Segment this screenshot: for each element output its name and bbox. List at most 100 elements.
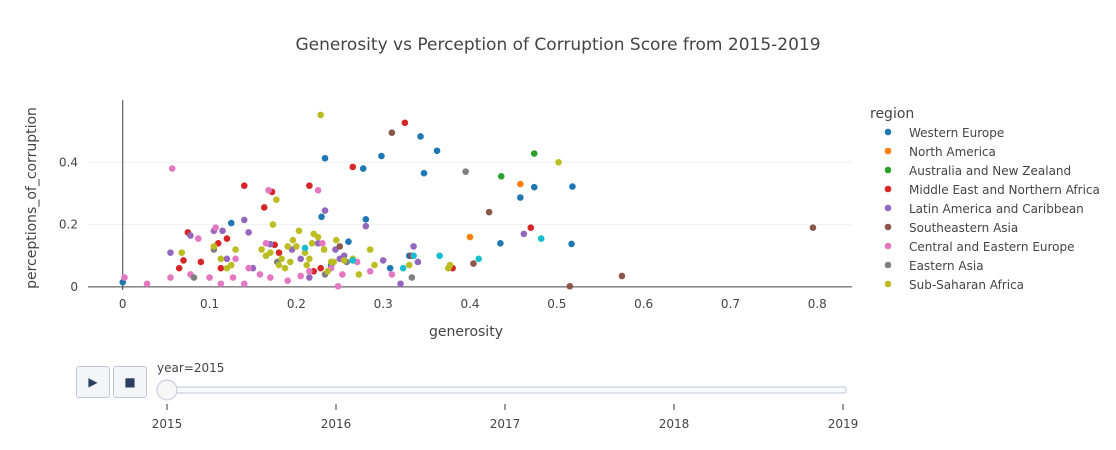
data-point[interactable] [240, 280, 248, 288]
data-point[interactable] [217, 280, 225, 288]
data-point[interactable] [284, 243, 291, 250]
data-point[interactable] [618, 272, 626, 280]
data-point[interactable] [143, 280, 151, 288]
data-point[interactable] [379, 257, 387, 264]
data-point[interactable] [319, 239, 326, 247]
data-point[interactable] [187, 232, 194, 239]
legend-item-label[interactable]: Western Europe [909, 126, 1004, 140]
data-point[interactable] [410, 252, 417, 260]
data-point[interactable] [401, 119, 409, 127]
slider-handle[interactable] [156, 379, 178, 401]
data-point[interactable] [388, 129, 396, 137]
data-point[interactable] [397, 280, 404, 288]
data-point[interactable] [269, 221, 277, 228]
data-point[interactable] [527, 224, 535, 232]
data-point[interactable] [121, 274, 128, 281]
data-point[interactable] [340, 252, 348, 260]
data-point[interactable] [388, 271, 396, 278]
data-point[interactable] [317, 264, 324, 272]
legend-item-label[interactable]: Eastern Asia [909, 259, 984, 273]
data-point[interactable] [289, 236, 297, 244]
data-point[interactable] [278, 255, 285, 263]
data-point[interactable] [566, 282, 574, 290]
data-point[interactable] [267, 274, 274, 281]
data-point[interactable] [362, 215, 370, 223]
data-point[interactable] [517, 194, 524, 201]
data-point[interactable] [318, 213, 325, 221]
data-point[interactable] [317, 111, 324, 119]
data-point[interactable] [180, 257, 187, 264]
data-point[interactable] [366, 268, 374, 275]
data-point[interactable] [470, 260, 477, 267]
data-point[interactable] [301, 244, 309, 252]
data-point[interactable] [240, 182, 248, 189]
data-point[interactable] [297, 255, 305, 263]
data-point[interactable] [306, 255, 313, 263]
data-point[interactable] [497, 239, 504, 247]
data-point[interactable] [345, 238, 352, 246]
data-point[interactable] [275, 249, 283, 256]
data-point[interactable] [359, 165, 367, 172]
legend-item-label[interactable]: Middle East and Northern Africa [909, 183, 1100, 197]
legend-item-label[interactable]: Australia and New Zealand [909, 164, 1071, 178]
data-point[interactable] [275, 261, 283, 269]
data-point[interactable] [355, 271, 363, 278]
stop-button[interactable]: ■ [113, 366, 147, 398]
data-point[interactable] [408, 274, 416, 281]
data-point[interactable] [265, 187, 272, 194]
data-point[interactable] [436, 252, 443, 260]
data-point[interactable] [306, 182, 313, 189]
data-point[interactable] [349, 257, 357, 264]
legend-item-label[interactable]: Central and Eastern Europe [909, 240, 1075, 254]
data-point[interactable] [333, 236, 340, 244]
data-point[interactable] [212, 224, 219, 232]
data-point[interactable] [245, 229, 252, 236]
data-point[interactable] [219, 227, 226, 235]
data-point[interactable] [301, 249, 309, 256]
legend-item-label[interactable]: Southeastern Asia [909, 221, 1018, 235]
data-point[interactable] [297, 272, 305, 280]
data-point[interactable] [330, 258, 337, 266]
data-point[interactable] [190, 274, 198, 281]
data-point[interactable] [284, 277, 291, 284]
data-point[interactable] [339, 271, 346, 278]
play-button[interactable]: ▶ [76, 366, 110, 398]
data-point[interactable] [410, 243, 417, 250]
data-point[interactable] [232, 246, 239, 253]
data-point[interactable] [303, 261, 311, 269]
data-point[interactable] [366, 246, 374, 253]
data-point[interactable] [537, 235, 545, 242]
data-point[interactable] [362, 222, 370, 230]
legend[interactable]: region Western Europe North America Austra… [870, 106, 1100, 292]
slider-rail[interactable] [163, 386, 847, 394]
data-point[interactable] [386, 264, 394, 272]
data-point[interactable] [336, 243, 344, 250]
data-point[interactable] [267, 249, 274, 256]
data-point[interactable] [569, 183, 576, 190]
data-point[interactable] [281, 264, 289, 272]
data-point[interactable] [321, 154, 329, 162]
data-point[interactable] [232, 255, 239, 263]
data-point[interactable] [256, 271, 264, 278]
data-point[interactable] [227, 219, 235, 227]
data-point[interactable] [306, 268, 313, 275]
data-point[interactable] [206, 274, 213, 281]
data-point[interactable] [197, 258, 205, 266]
data-point[interactable] [229, 274, 237, 281]
data-point[interactable] [293, 243, 300, 250]
data-point[interactable] [217, 255, 225, 263]
data-point[interactable] [462, 168, 469, 175]
data-point[interactable] [809, 224, 817, 232]
data-point[interactable] [324, 268, 331, 275]
data-point[interactable] [405, 261, 413, 269]
data-point[interactable] [568, 240, 575, 248]
data-point[interactable] [314, 233, 322, 241]
data-point[interactable] [258, 246, 265, 253]
data-point[interactable] [178, 249, 186, 256]
data-point[interactable] [314, 187, 322, 194]
data-point[interactable] [466, 233, 474, 241]
data-point[interactable] [371, 261, 378, 269]
data-point[interactable] [378, 152, 385, 160]
data-point[interactable] [334, 282, 342, 290]
legend-item-label[interactable]: Latin America and Caribbean [909, 202, 1084, 216]
